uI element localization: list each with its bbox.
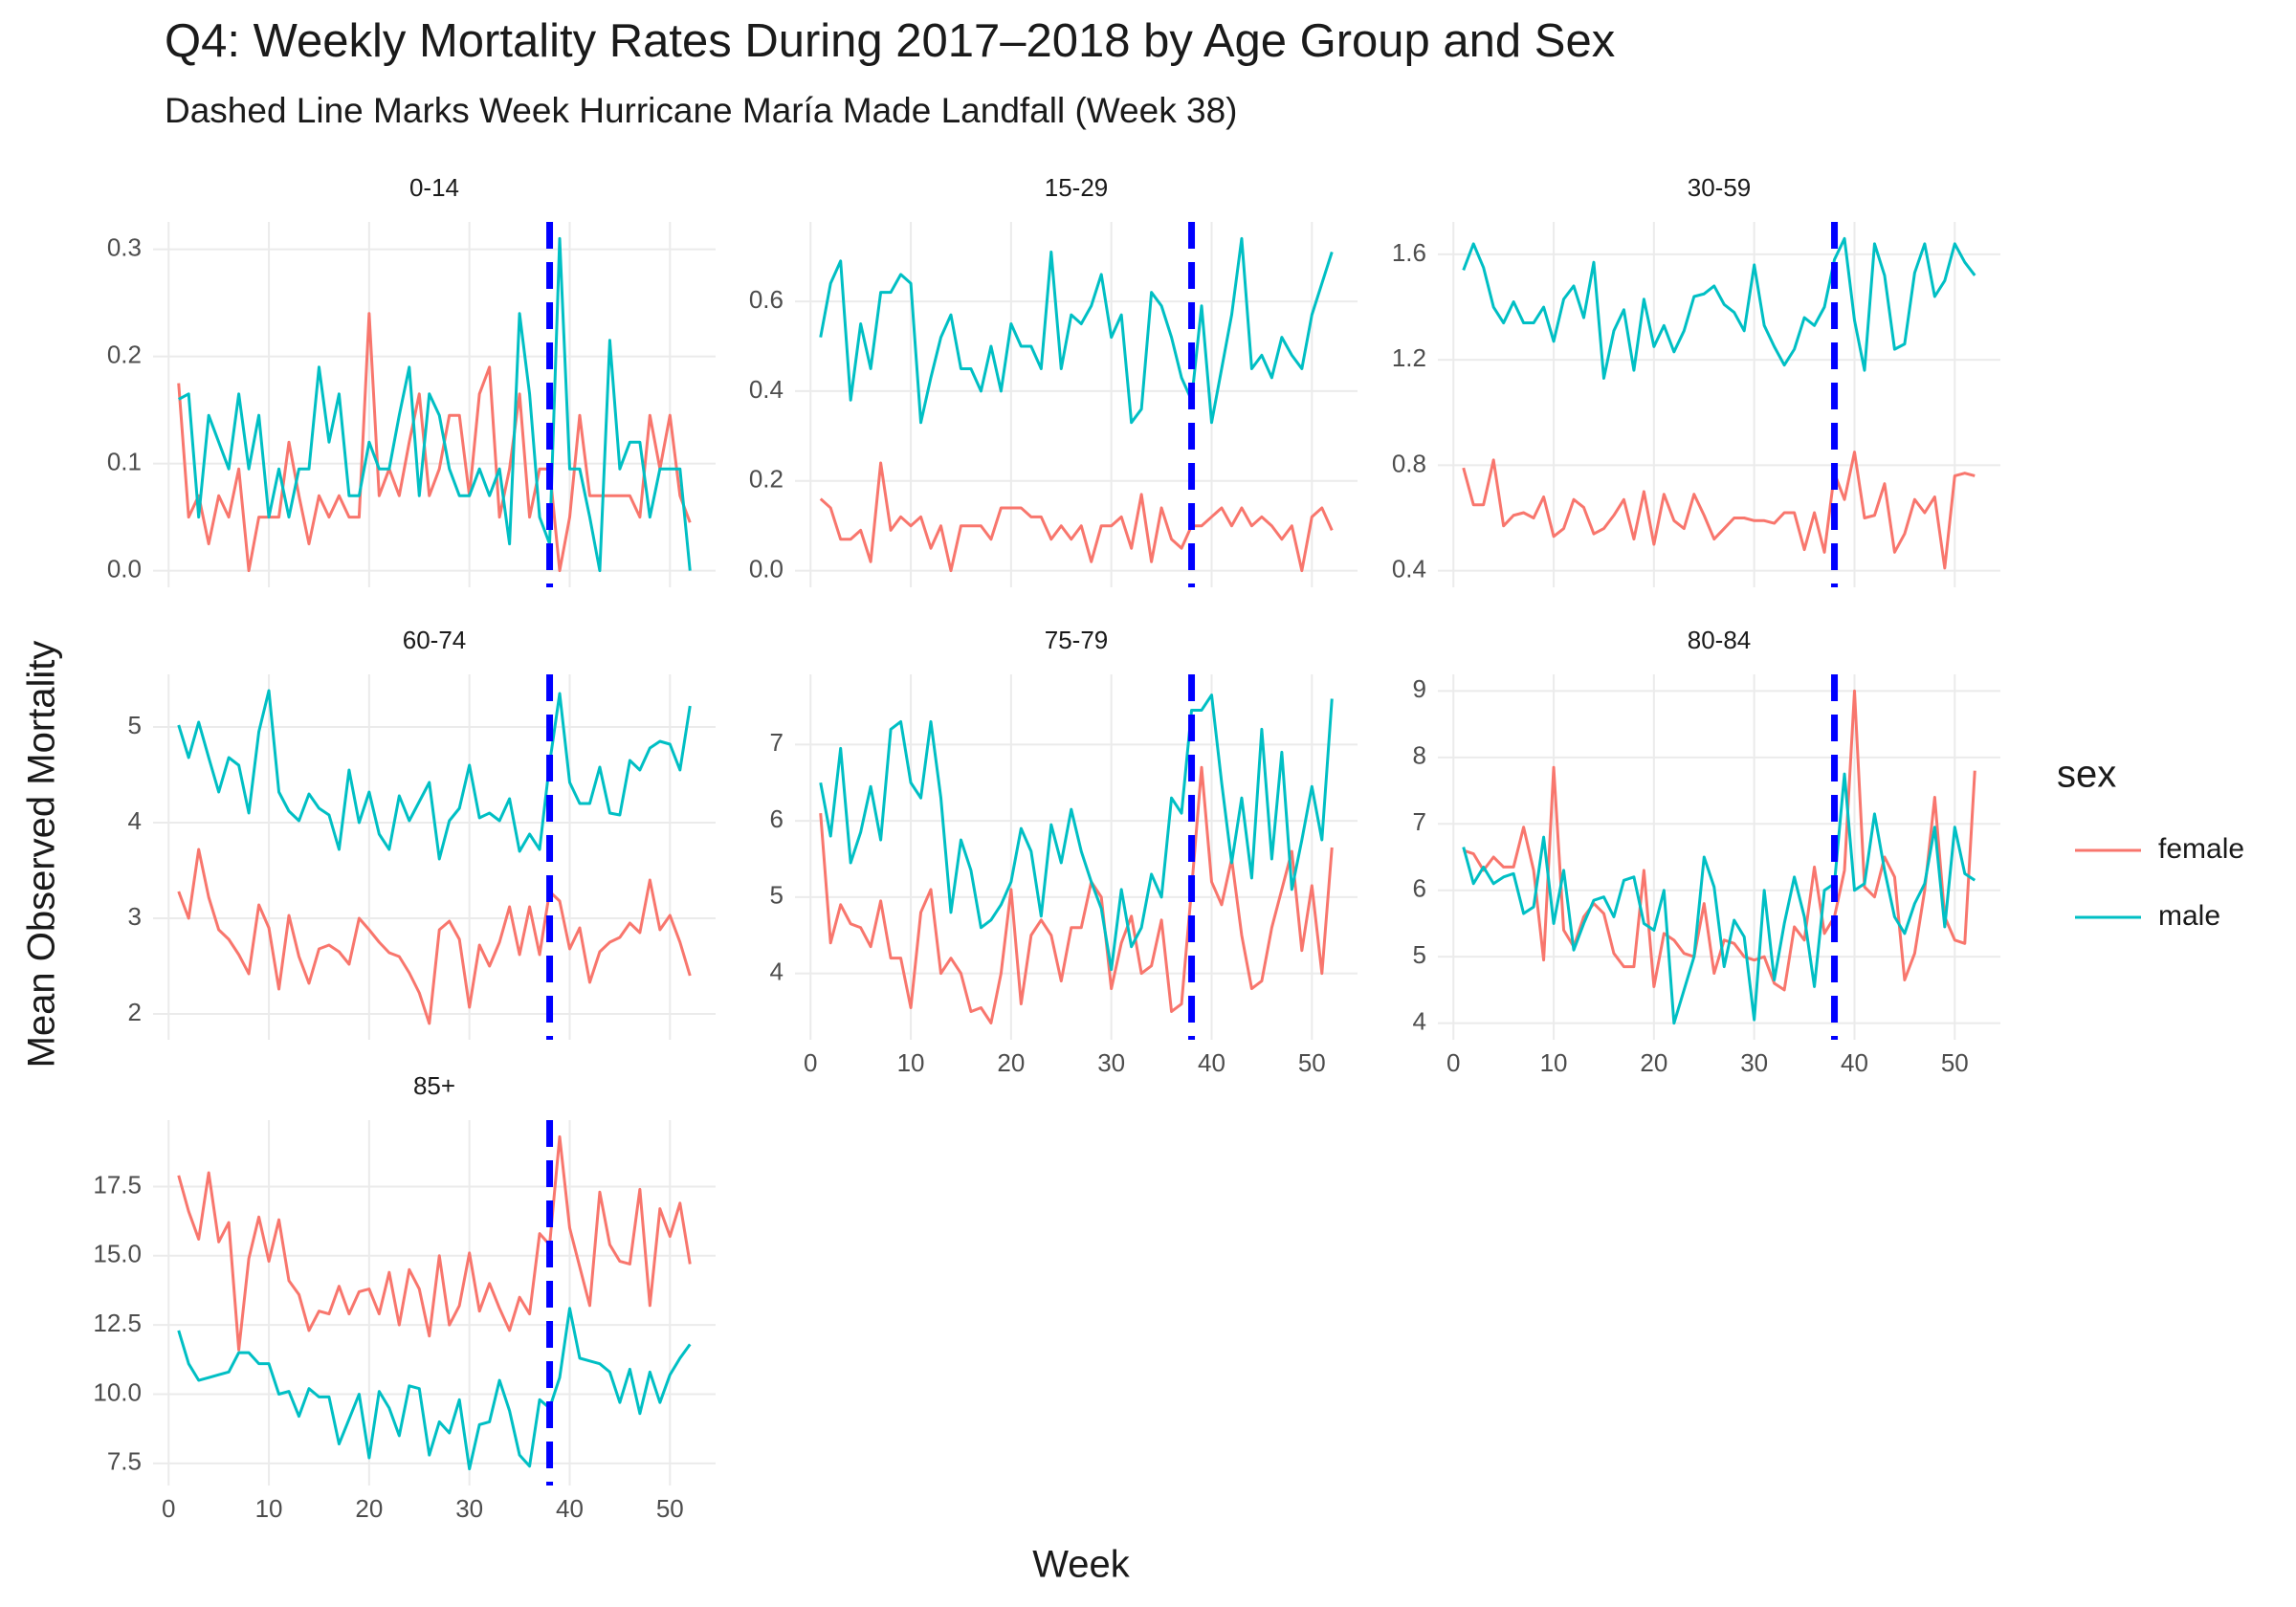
x-tick-label: 0 [804,1048,817,1077]
series-line [1463,689,1976,992]
panel: 80-84 4 5 6 7 8 9 0 10 20 30 40 50 [1413,626,2000,1077]
y-tick-label: 0.8 [1392,449,1426,477]
series-line [819,693,1334,972]
y-tick-label: 1.6 [1392,238,1426,267]
y-tick-label: 5 [770,881,784,910]
y-tick-label: 7.5 [107,1447,142,1476]
y-tick-label: 0.1 [107,447,142,475]
series-line [1462,451,1976,570]
y-tick-label: 5 [1413,940,1426,969]
series-line [1462,772,1976,1025]
chart-title: Q4: Weekly Mortality Rates During 2017–2… [165,15,1615,67]
strip-label: 80-84 [1688,626,1752,654]
x-tick-label: 50 [656,1494,684,1523]
y-tick-label: 0.0 [749,555,784,583]
x-tick-label: 0 [1446,1048,1460,1077]
y-tick-label: 10.0 [93,1377,142,1406]
panel: 0-14 0.0 0.1 0.2 0.3 [107,173,716,587]
y-tick-label: 0.2 [749,465,784,494]
strip-label: 60-74 [403,626,467,654]
y-tick-label: 4 [770,957,784,985]
y-axis-title: Mean Observed Mortality [21,641,63,1068]
y-tick-label: 7 [770,728,784,757]
y-tick-label: 1.2 [1392,343,1426,372]
y-tick-label: 12.5 [93,1309,142,1337]
series-line [177,689,692,861]
series-line [819,236,1334,425]
chart-subtitle: Dashed Line Marks Week Hurricane María M… [165,91,1237,130]
strip-label: 85+ [413,1071,455,1100]
y-tick-label: 15.0 [93,1240,142,1268]
series-line [177,1307,692,1471]
x-tick-label: 50 [1298,1048,1326,1077]
x-tick-label: 10 [255,1494,283,1523]
x-tick-label: 40 [1198,1048,1225,1077]
legend-title: sex [2057,754,2116,796]
y-tick-label: 2 [128,998,142,1026]
y-tick-label: 3 [128,902,142,931]
x-tick-label: 30 [455,1494,483,1523]
y-tick-label: 6 [770,804,784,833]
x-tick-label: 40 [1841,1048,1868,1077]
panel: 85+ 7.5 10.0 12.5 15.0 17.5 0 10 20 30 40 50 [93,1071,716,1523]
y-tick-label: 5 [128,711,142,739]
y-tick-label: 8 [1413,741,1426,770]
strip-label: 0-14 [409,173,459,202]
series-line [178,236,692,573]
y-tick-label: 7 [1413,807,1426,836]
y-tick-label: 0.4 [1392,555,1426,583]
x-tick-label: 20 [1640,1048,1667,1077]
x-tick-label: 0 [162,1494,175,1523]
strip-label: 15-29 [1045,173,1109,202]
x-tick-label: 20 [997,1048,1025,1077]
y-tick-label: 0.3 [107,232,142,261]
strip-label: 30-59 [1688,173,1752,202]
x-tick-label: 10 [897,1048,925,1077]
x-tick-label: 50 [1941,1048,1969,1077]
series-line [819,765,1334,1024]
y-tick-label: 0.2 [107,340,142,368]
legend-label: male [2158,900,2220,932]
y-tick-label: 0.0 [107,555,142,583]
panel: 75-79 4 5 6 7 0 10 20 30 40 50 [770,626,1358,1077]
series-line [177,848,692,1025]
strip-label: 75-79 [1045,626,1109,654]
series-line [177,312,692,573]
y-tick-label: 4 [1413,1007,1426,1036]
x-tick-label: 10 [1540,1048,1568,1077]
legend-label: female [2158,833,2244,865]
y-tick-label: 6 [1413,874,1426,903]
y-tick-label: 4 [128,806,142,835]
y-tick-label: 17.5 [93,1170,142,1199]
y-tick-label: 9 [1413,674,1426,703]
x-tick-label: 30 [1740,1048,1768,1077]
x-tick-label: 20 [355,1494,383,1523]
panel: 30-59 0.4 0.8 1.2 1.6 [1392,173,2000,587]
series-line [819,461,1334,573]
x-tick-label: 40 [556,1494,584,1523]
x-tick-label: 30 [1097,1048,1125,1077]
panel: 15-29 0.0 0.2 0.4 0.6 [749,173,1358,587]
panel: 60-74 2 3 4 5 [128,626,716,1040]
x-axis-title: Week [1032,1544,1131,1586]
y-tick-label: 0.4 [749,375,784,404]
series-line [1462,236,1976,380]
y-tick-label: 0.6 [749,285,784,314]
series-line [177,1134,692,1352]
